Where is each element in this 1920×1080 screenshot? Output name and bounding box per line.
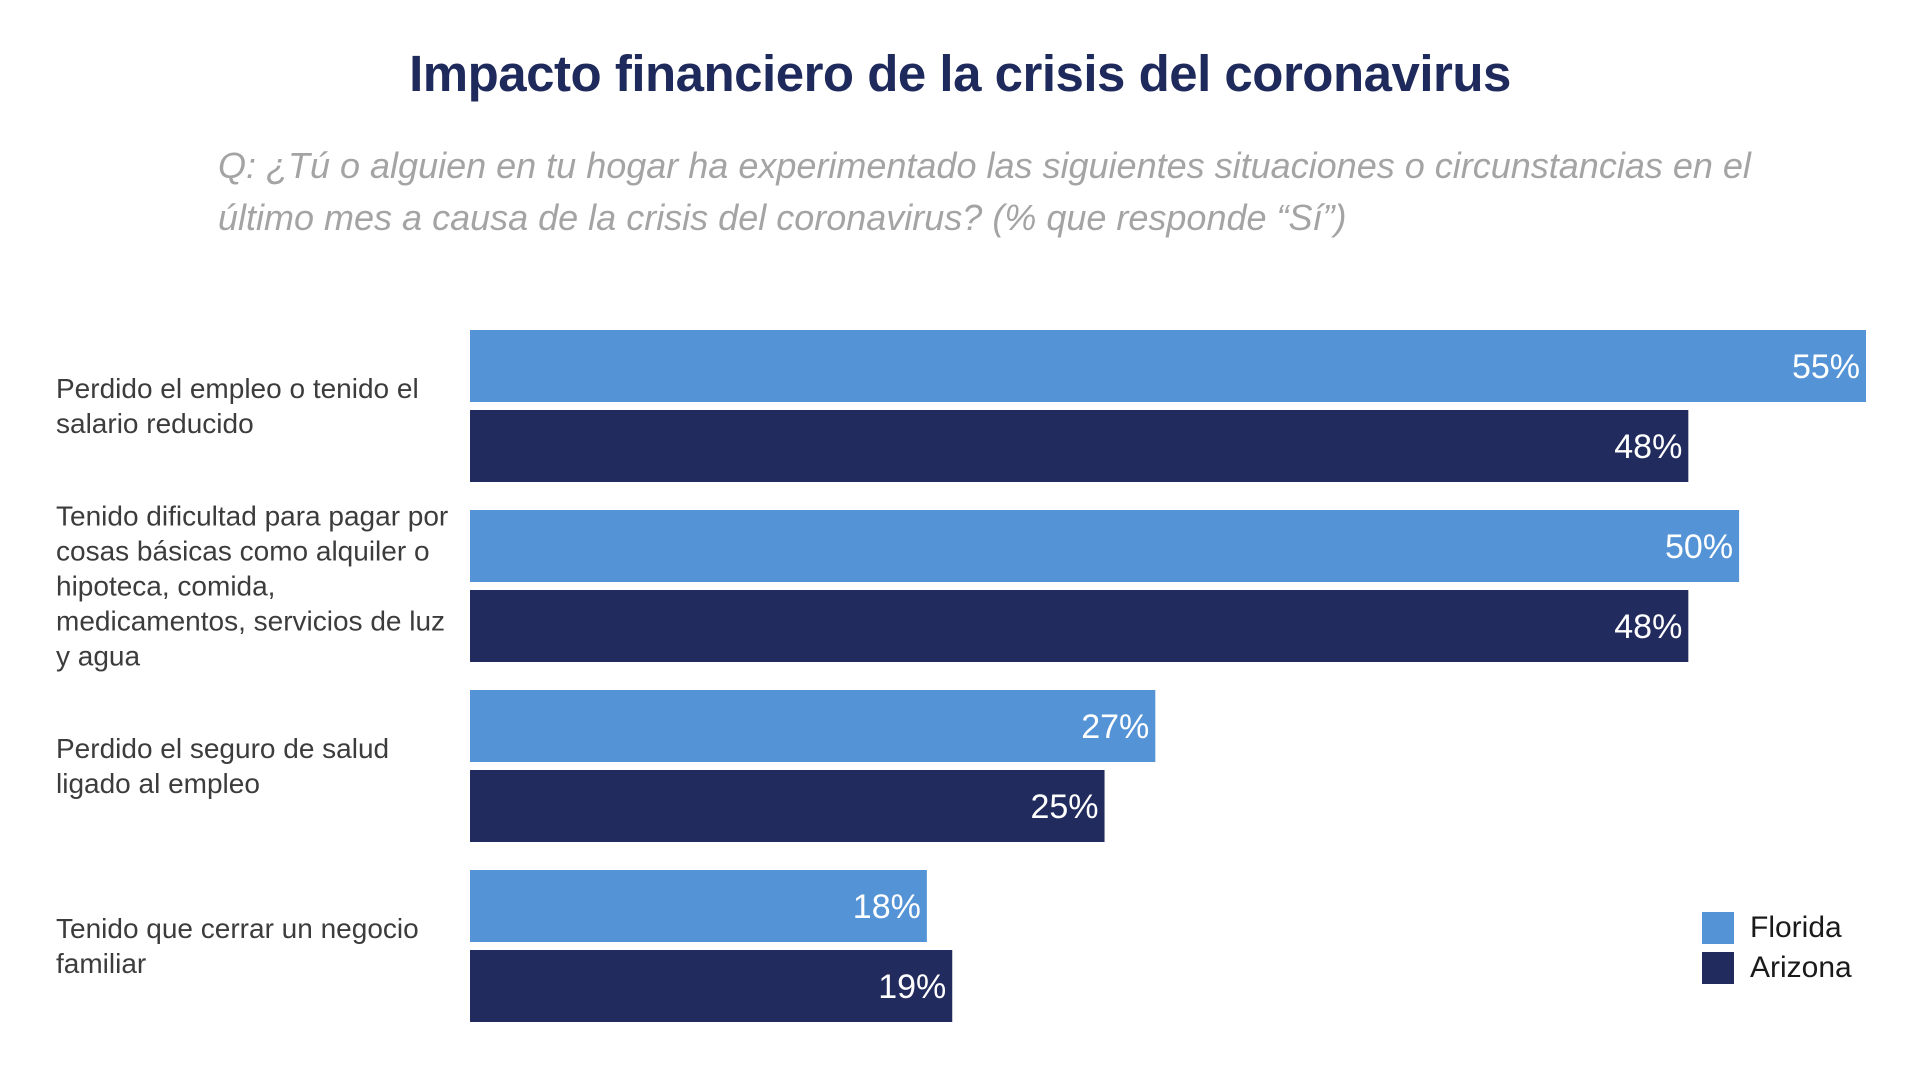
bar-arizona-cosas-basicas bbox=[470, 590, 1689, 662]
data-label-arizona-cosas-basicas: 48% bbox=[1614, 608, 1682, 646]
data-label-florida-cosas-basicas: 50% bbox=[1665, 528, 1733, 566]
chart-title: Impacto financiero de la crisis del coro… bbox=[409, 45, 1511, 102]
data-label-florida-negocio-familiar: 18% bbox=[853, 888, 921, 926]
bar-florida-cosas-basicas bbox=[470, 510, 1740, 582]
chart-subtitle: Q: ¿Tú o alguien en tu hogar ha experime… bbox=[218, 145, 1751, 238]
legend-item-florida: Florida bbox=[1702, 908, 1852, 948]
legend-label-florida: Florida bbox=[1750, 911, 1842, 944]
legend-swatch-arizona bbox=[1702, 952, 1734, 984]
category-label-negocio-familiar: Tenido que cerrar un negocio familiar bbox=[56, 913, 419, 979]
bar-florida-seguro-salud bbox=[470, 690, 1156, 762]
category-label-empleo-salario: Perdido el empleo o tenido el salario re… bbox=[56, 373, 419, 439]
data-label-arizona-negocio-familiar: 19% bbox=[878, 968, 946, 1006]
legend: Florida Arizona bbox=[1702, 908, 1852, 988]
data-label-arizona-empleo-salario: 48% bbox=[1614, 428, 1682, 466]
bar-arizona-seguro-salud bbox=[470, 770, 1105, 842]
data-label-florida-seguro-salud: 27% bbox=[1081, 708, 1149, 746]
bar-florida-negocio-familiar bbox=[470, 870, 927, 942]
legend-label-arizona: Arizona bbox=[1750, 951, 1852, 984]
category-label-cosas-basicas: Tenido dificultad para pagar por cosas b… bbox=[56, 500, 449, 672]
bar-arizona-empleo-salario bbox=[470, 410, 1689, 482]
legend-item-arizona: Arizona bbox=[1702, 948, 1852, 988]
bar-florida-empleo-salario bbox=[470, 330, 1866, 402]
data-label-florida-empleo-salario: 55% bbox=[1792, 348, 1860, 386]
category-label-seguro-salud: Perdido el seguro de salud ligado al emp… bbox=[56, 733, 390, 799]
legend-swatch-florida bbox=[1702, 912, 1734, 944]
bar-arizona-negocio-familiar bbox=[470, 950, 953, 1022]
data-label-arizona-seguro-salud: 25% bbox=[1030, 788, 1098, 826]
